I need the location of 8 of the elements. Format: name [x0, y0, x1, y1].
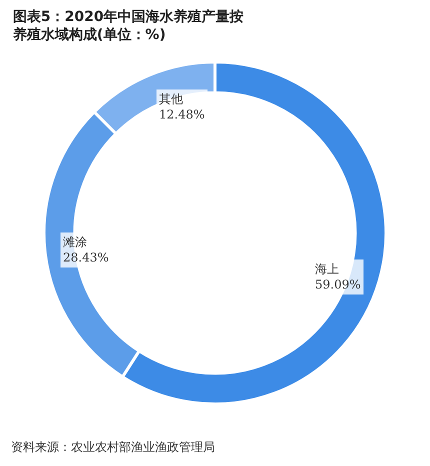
text: 资料来源：农业农村部渔业渔政管理局: [11, 440, 215, 454]
chart-title: 图表5：2020年中国海水养殖产量按养殖水域构成(单位：%): [12, 8, 244, 44]
data-label: 28.43%: [63, 250, 109, 265]
slice-label: 滩涂: [63, 235, 87, 249]
slice-label: 海上: [315, 262, 339, 276]
slice-label: 其他: [159, 92, 183, 106]
data-label: 59.09%: [315, 278, 361, 292]
data-label: 12.48%: [159, 108, 205, 122]
